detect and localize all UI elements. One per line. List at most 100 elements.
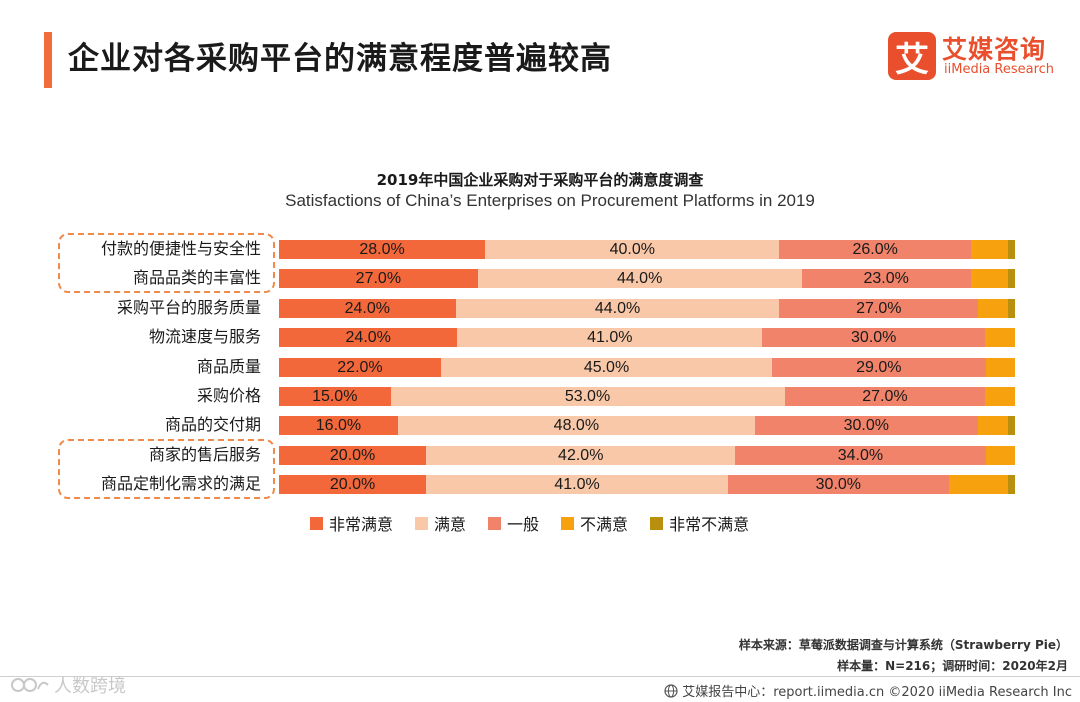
data-label: 53.0%: [564, 388, 611, 405]
footer-text-block: 艾媒报告中心：report.iimedia.cn ©2020 iiMedia R…: [664, 681, 1072, 700]
bar-segment: [279, 269, 478, 289]
data-label: 40.0%: [609, 241, 655, 258]
legend-swatch: [415, 516, 429, 530]
bar-segment: [1007, 298, 1015, 318]
data-label: 42.0%: [558, 446, 604, 464]
legend-swatch: [650, 516, 664, 530]
data-label: 29.0%: [856, 358, 902, 376]
bar-segment: [779, 240, 971, 259]
chart-legend: 非常满意 满意 一般 不满意 非常不满意: [310, 512, 771, 534]
bar-segment: [279, 416, 398, 436]
bar-segment: [978, 298, 1008, 318]
highlight-box: [58, 438, 275, 500]
bar-segment: [279, 357, 441, 377]
bar-segment: [1007, 475, 1015, 495]
category-label: 商品品类的丰富性: [132, 268, 261, 288]
bar-segment: [1007, 240, 1015, 259]
data-label: 20.0%: [329, 476, 376, 494]
category-label: 付款的便捷性与安全性: [100, 239, 261, 258]
legend-swatch: [488, 516, 502, 530]
data-label: 24.0%: [344, 299, 390, 317]
bar-segment: [455, 298, 780, 318]
data-label: 44.0%: [616, 270, 663, 288]
legend-label: 不满意: [580, 515, 629, 534]
title-accent-bar: [44, 32, 52, 88]
data-label: 26.0%: [852, 241, 898, 258]
category-label: 采购平台的服务质量: [116, 297, 261, 317]
data-label: 16.0%: [315, 417, 362, 435]
bar-segment: [279, 240, 486, 259]
data-label: 45.0%: [583, 358, 630, 376]
bar-segment: [779, 298, 979, 318]
bar-segment: [970, 269, 1008, 289]
data-label: 28.0%: [359, 241, 405, 258]
bar-segment: [801, 269, 971, 289]
data-label: 48.0%: [553, 417, 600, 435]
category-label: 采购价格: [196, 386, 261, 405]
bar-segment: [279, 475, 427, 495]
bar-segment: [970, 240, 1008, 259]
bar-segment: [457, 328, 763, 348]
data-label: 30.0%: [851, 329, 897, 347]
bar-segment: [426, 475, 728, 495]
category-label: 商品定制化需求的满足: [100, 474, 261, 494]
legend-label: 满意: [434, 515, 467, 534]
footer-text: 艾媒报告中心：report.iimedia.cn ©2020 iiMedia R…: [682, 685, 1072, 700]
data-label: 20.0%: [329, 446, 376, 464]
category-label: 商品的交付期: [164, 415, 261, 435]
sample-source: 样本来源：草莓派数据调查与计算系统（Strawberry Pie）: [738, 638, 1068, 652]
data-label: 41.0%: [554, 476, 600, 494]
brand-logo: 艾 艾媒咨询 iiMedia Research: [888, 30, 1068, 82]
category-label: 物流速度与服务: [148, 327, 261, 347]
bar-segment: [985, 445, 1015, 465]
bar-segment: [390, 387, 785, 406]
bar-segment: [279, 298, 456, 318]
bar-segment: [784, 387, 986, 406]
data-label: 41.0%: [587, 329, 633, 347]
bar-segment: [279, 445, 427, 465]
legend-item: 非常不满意: [650, 511, 749, 535]
bar-segment: [754, 416, 978, 436]
bar-segment: [279, 387, 391, 406]
bar-segment: [772, 357, 986, 377]
globe-icon: [664, 683, 678, 698]
brand-name-en: iiMedia Research: [944, 62, 1055, 77]
legend-label: 非常不满意: [669, 515, 750, 534]
category-label: 商品质量: [196, 356, 261, 376]
bar-segment: [985, 328, 1015, 348]
bar-segment: [985, 387, 1015, 406]
legend-label: 一般: [507, 515, 540, 534]
chart-subtitle: Satisfactions of China’s Enterprises on …: [285, 191, 815, 210]
data-label: 27.0%: [862, 388, 908, 405]
data-label: 24.0%: [345, 329, 391, 347]
data-label: 22.0%: [337, 358, 383, 376]
bar-segment: [977, 416, 1008, 436]
bar-segment: [735, 445, 986, 465]
watermark-text: 人数跨境: [54, 676, 126, 697]
bar-segment: [485, 240, 780, 259]
data-label: 23.0%: [863, 270, 909, 288]
bar-segment: [426, 445, 736, 465]
watermark: 人数跨境: [10, 672, 126, 698]
data-label: 15.0%: [312, 388, 358, 405]
legend-item: 一般: [488, 511, 539, 535]
data-label: 30.0%: [843, 417, 889, 435]
bar-segment: [727, 475, 949, 495]
category-label: 商家的售后服务: [148, 444, 261, 464]
chart-title: 2019年中国企业采购对于采购平台的满意度调查: [376, 171, 704, 189]
bar-segment: [279, 328, 458, 348]
bar-segment: [1007, 416, 1015, 436]
brand-name-cn: 艾媒咨询: [942, 35, 1047, 64]
legend-swatch: [310, 516, 323, 530]
page-title: 企业对各采购平台的满意程度普遍较高: [68, 41, 612, 77]
data-label: 27.0%: [355, 270, 402, 288]
bar-segment: [397, 416, 755, 436]
footer-divider: [0, 676, 1080, 677]
legend-label: 非常满意: [329, 515, 394, 534]
data-label: 34.0%: [837, 446, 884, 464]
legend-item: 满意: [415, 511, 466, 535]
bar-segment: [477, 269, 802, 289]
data-label: 27.0%: [856, 299, 902, 317]
legend-item: 非常满意: [310, 511, 393, 535]
bar-segment: [440, 357, 773, 377]
